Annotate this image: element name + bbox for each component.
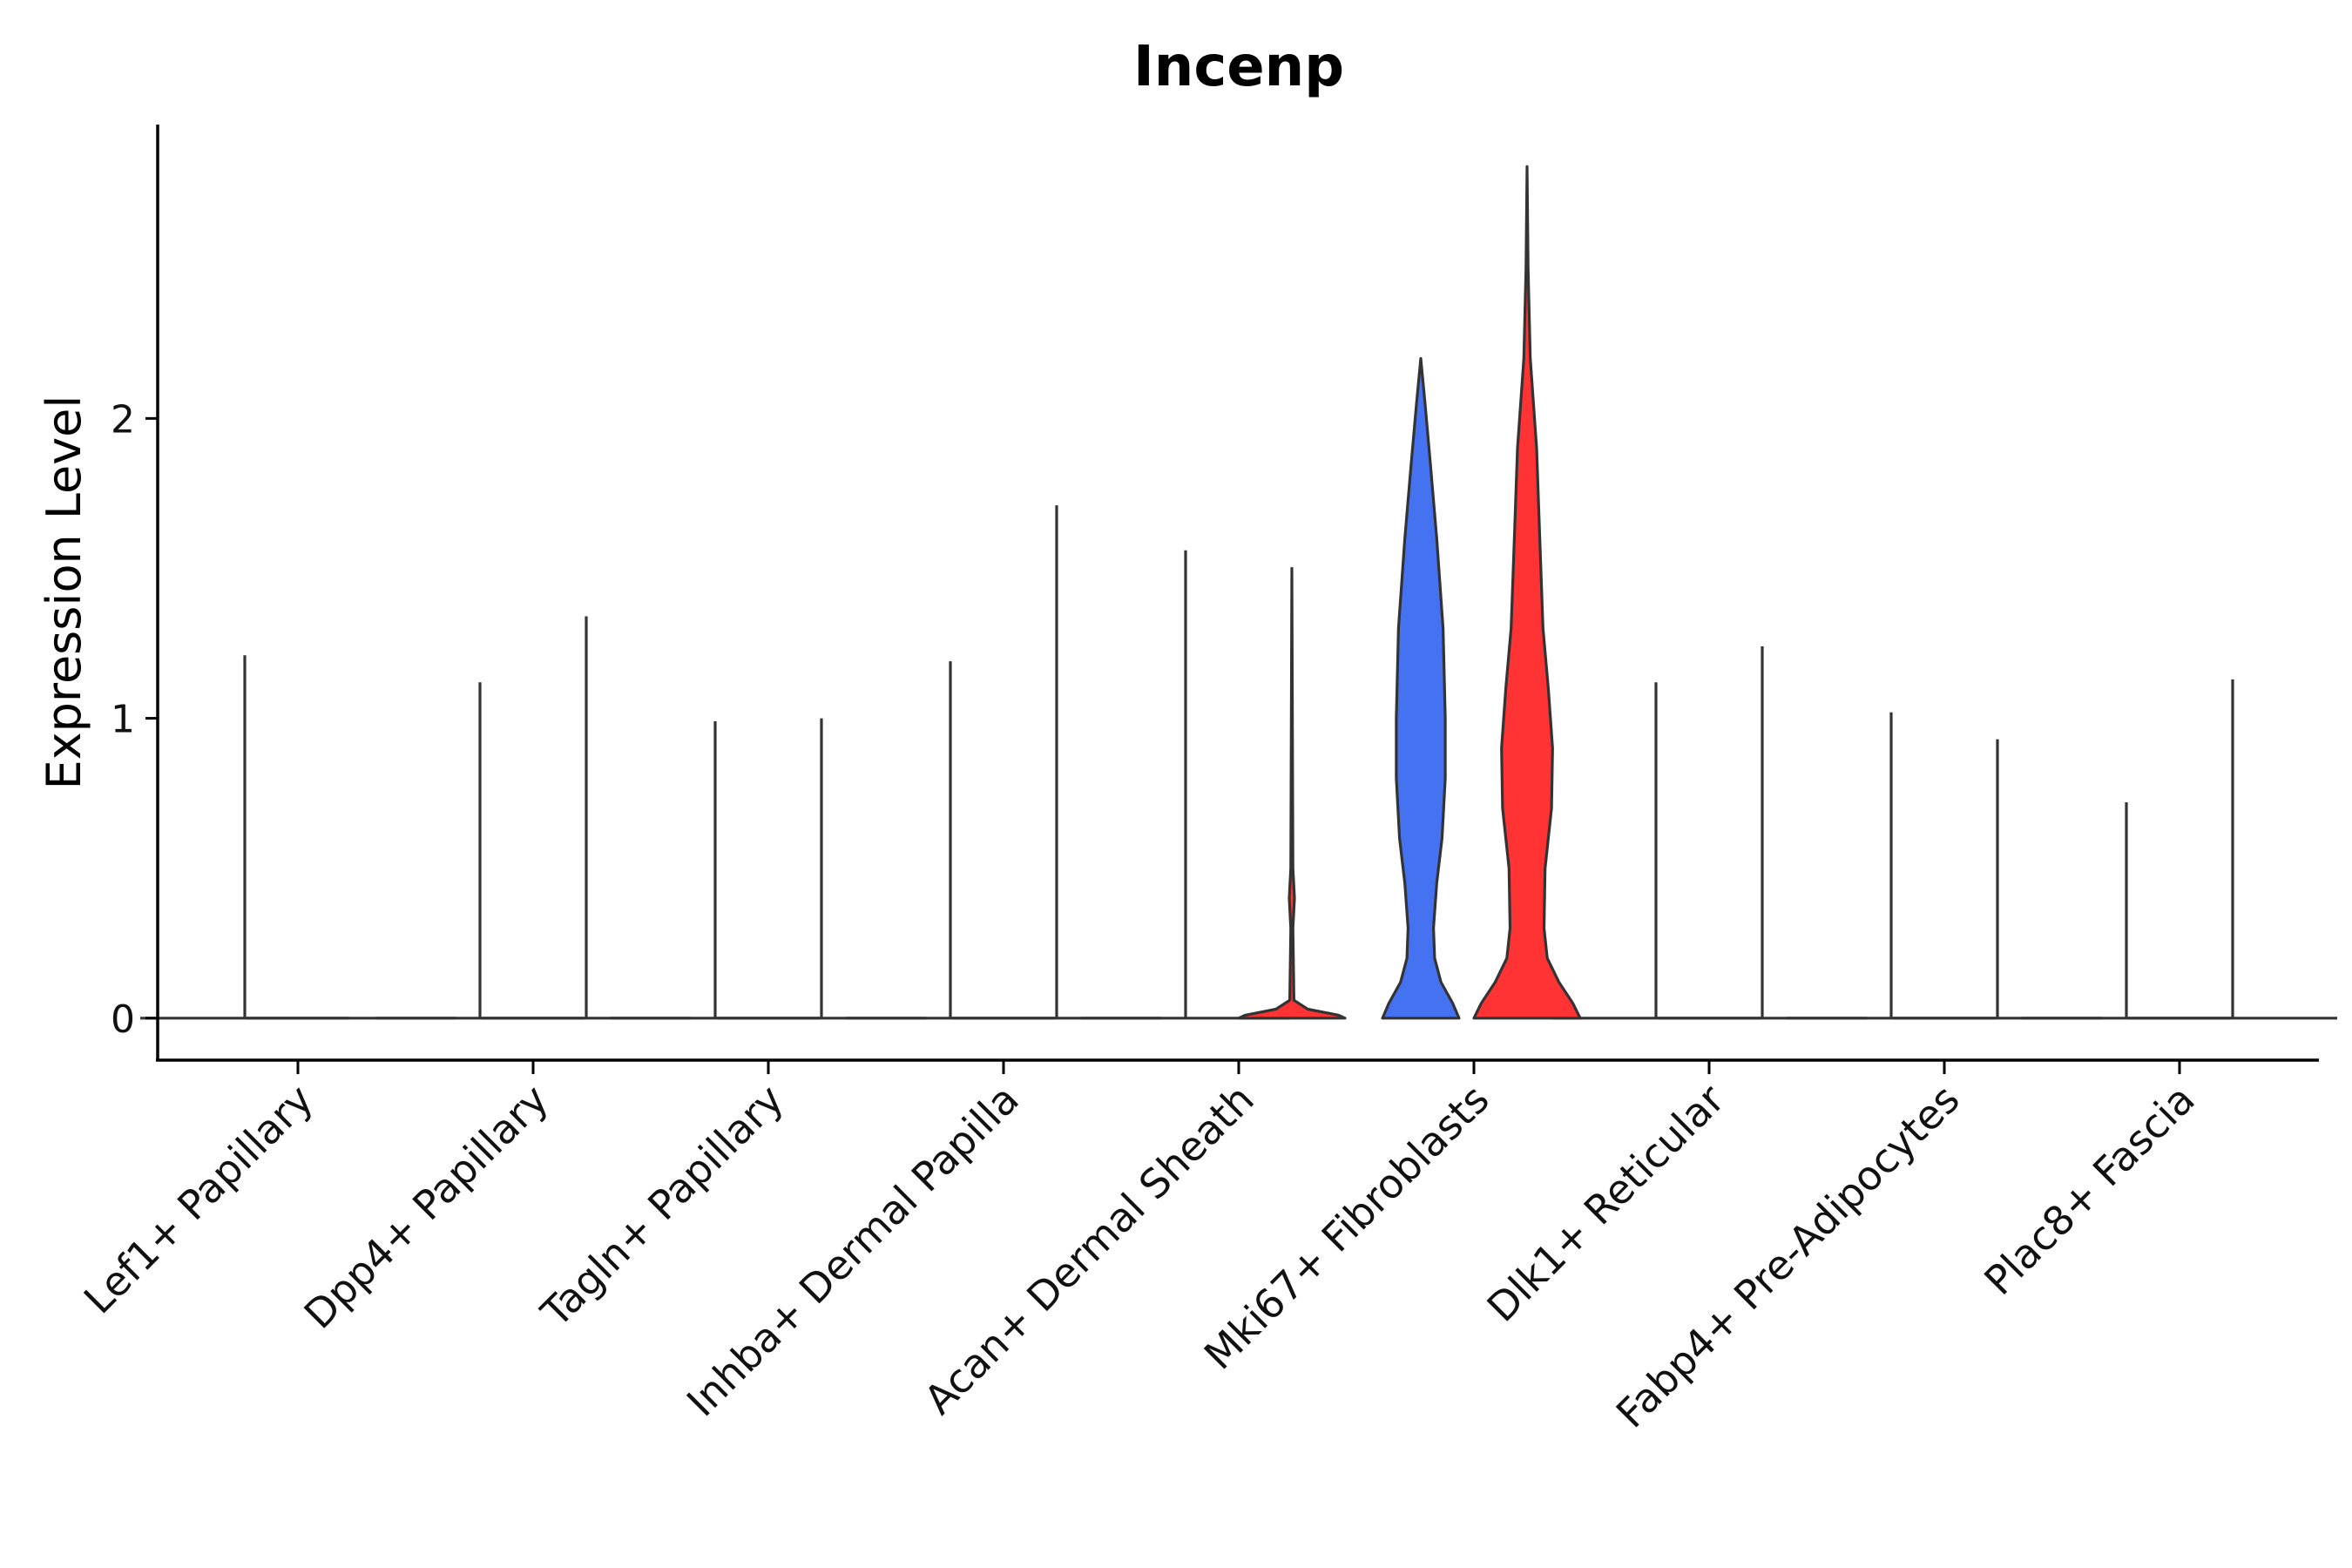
x-tick-label: Plac8+ Fascia <box>1975 1076 2203 1304</box>
violin-group1 <box>1381 356 1461 1020</box>
x-tick-label: Tagln+ Papillary <box>531 1076 793 1337</box>
violin-layer <box>140 165 2337 1020</box>
y-tick-label: 0 <box>111 997 135 1042</box>
y-ticks: 0 1 2 <box>111 397 158 1042</box>
chart-title: Incenp <box>1133 35 1344 99</box>
y-axis-label: Expression Level <box>37 395 91 790</box>
x-tick-label: Dlk1+ Reticular <box>1478 1076 1734 1331</box>
violin-group2 <box>1237 566 1347 1020</box>
y-tick-label: 1 <box>111 698 135 742</box>
x-tick-label: Lef1+ Papillary <box>75 1076 322 1323</box>
violin-group2 <box>1472 165 1582 1020</box>
x-tick-label: Dpp4+ Papillary <box>295 1076 558 1338</box>
y-tick-label: 2 <box>111 397 135 442</box>
